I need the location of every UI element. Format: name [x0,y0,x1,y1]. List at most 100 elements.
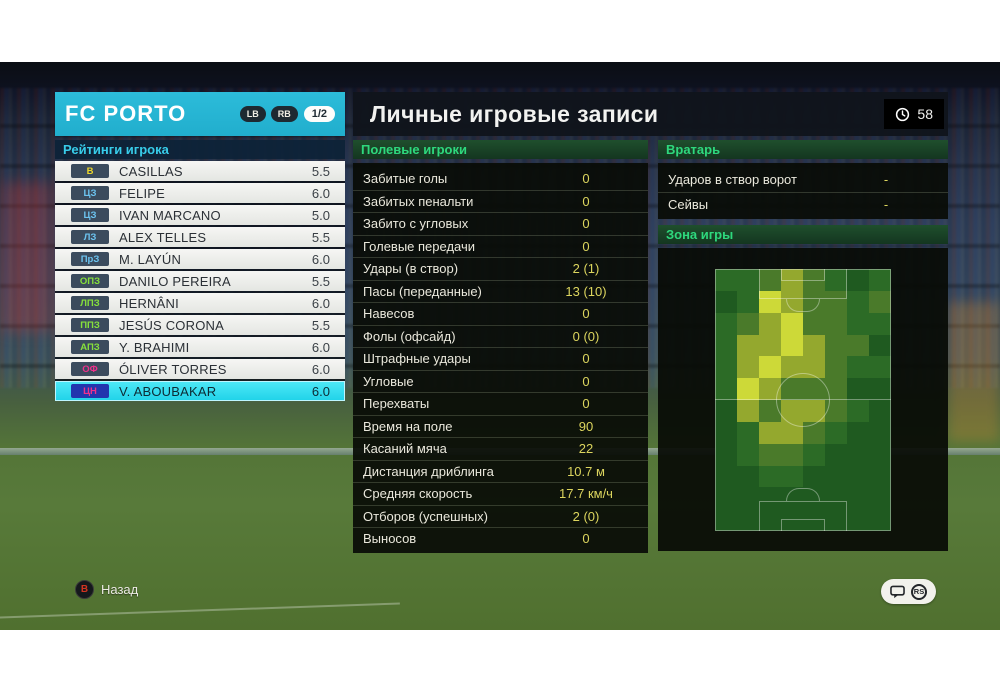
heatmap-cell [847,487,869,510]
back-control[interactable]: B Назад [75,580,138,599]
stat-row: Отборов (успешных) 2 (0) [353,506,648,528]
heatmap-cell [737,290,759,313]
player-rating: 5.5 [311,273,330,289]
stat-row: Забитые голы 0 [353,168,648,191]
stat-label: Навесов [363,306,415,322]
stat-value: - [883,196,889,212]
page-indicator: 1/2 [303,106,335,122]
stat-row: Штрафные удары 0 [353,348,648,371]
play-zone-header: Зона игры [658,225,948,244]
lb-button[interactable]: LB [239,106,266,122]
heatmap-cell [869,465,891,488]
heatmap-cell [847,400,869,422]
player-row[interactable]: ЦН V. ABOUBAKAR 6.0 [55,381,345,401]
heatmap-grid [715,269,891,531]
stat-value: 0 [582,396,590,412]
player-row[interactable]: ЛПЗ HERNÂNI 6.0 [55,293,345,313]
stat-value: 2 (0) [572,508,600,524]
player-name: DANILO PEREIRA [119,273,231,289]
b-button-icon[interactable]: B [75,580,94,599]
heatmap-cell [781,421,803,444]
heatmap-cell [825,356,847,379]
player-row[interactable]: ЦЗ IVAN MARCANO 5.0 [55,205,345,225]
player-row[interactable]: АПЗ Y. BRAHIMI 6.0 [55,337,345,357]
player-name: CASILLAS [119,163,183,179]
heatmap-cell [737,465,759,488]
rb-button[interactable]: RB [270,106,298,122]
player-row[interactable]: ОПЗ DANILO PEREIRA 5.5 [55,271,345,291]
heatmap-cell [825,487,847,510]
heatmap-cell [781,312,803,335]
heatmap-cell [825,509,847,531]
player-row[interactable]: В CASILLAS 5.5 [55,161,345,181]
stat-row: Сейвы - [658,193,948,217]
rs-icon: RS [911,583,927,600]
heatmap-cell [715,400,737,422]
heatmap-cell [803,421,825,444]
stat-label: Удары (в створ) [363,261,459,277]
team-name: FC PORTO [65,101,187,126]
heatmap-cell [869,509,891,531]
player-row[interactable]: ЛЗ ALEX TELLES 5.5 [55,227,345,247]
heatmap-cell [869,356,891,379]
position-badge: ОПЗ [71,274,109,288]
stat-row: Угловые 0 [353,371,648,393]
position-badge: ЛПЗ [71,296,109,310]
stat-label: Отборов (успешных) [363,508,488,524]
crowd-patch-left [2,182,52,332]
heatmap-cell [737,269,759,291]
heatmap-cell [803,356,825,379]
stat-label: Ударов в створ ворот [668,172,797,188]
game-screen: FC PORTO LB RB 1/2 Рейтинги игрока В CASI… [0,62,1000,630]
heatmap-cell [803,290,825,313]
player-rating: 6.0 [311,361,330,377]
stat-label: Время на поле [363,418,453,434]
position-badge: ПрЗ [71,252,109,266]
stat-label: Забито с угловых [363,216,469,232]
player-name: ÓLIVER TORRES [119,361,227,377]
stat-row: Голевые передачи 0 [353,236,648,258]
stat-row: Время на поле 90 [353,416,648,438]
heatmap-cell [825,334,847,357]
heatmap-cell [759,334,781,357]
stat-row: Средняя скорость 17.7 км/ч [353,483,648,506]
stat-row: Пасы (переданные) 13 (10) [353,281,648,303]
chat-stick-control[interactable]: RS [881,579,936,604]
player-row[interactable]: ЦЗ FELIPE 6.0 [55,183,345,203]
stat-value: 22 [578,441,594,457]
heatmap-cell [759,421,781,444]
heatmap-cell [803,509,825,531]
clock-icon [896,107,910,121]
heatmap-cell [803,334,825,357]
stat-label: Перехваты [363,396,430,412]
player-row[interactable]: ППЗ JESÚS CORONA 5.5 [55,315,345,335]
position-badge: ОФ [71,362,109,376]
stat-label: Штрафные удары [363,351,471,367]
heatmap-cell [869,400,891,422]
stat-value: 13 (10) [565,283,607,299]
heatmap-cell [759,269,781,291]
player-rating: 6.0 [311,185,330,201]
heatmap-cell [781,269,803,291]
heatmap-cell [869,378,891,400]
player-name: FELIPE [119,185,165,201]
stat-row: Забитых пенальти 0 [353,191,648,213]
heatmap-cell [803,378,825,400]
position-badge: АПЗ [71,340,109,354]
stat-value: 2 (1) [572,261,600,277]
player-row[interactable]: ОФ ÓLIVER TORRES 6.0 [55,359,345,379]
heatmap-cell [715,356,737,379]
stat-value: 17.7 км/ч [559,486,613,502]
heatmap-cell [825,378,847,400]
heatmap-cell [737,421,759,444]
heatmap-cell [715,421,737,444]
stat-value: 0 [582,351,590,367]
heatmap-cell [869,334,891,357]
match-clock: 58 [884,99,944,129]
stat-label: Забитых пенальти [363,193,474,209]
player-row[interactable]: ПрЗ M. LAYÚN 6.0 [55,249,345,269]
heatmap-cell [715,465,737,488]
heatmap-cell [759,378,781,400]
heatmap-cell [825,443,847,466]
